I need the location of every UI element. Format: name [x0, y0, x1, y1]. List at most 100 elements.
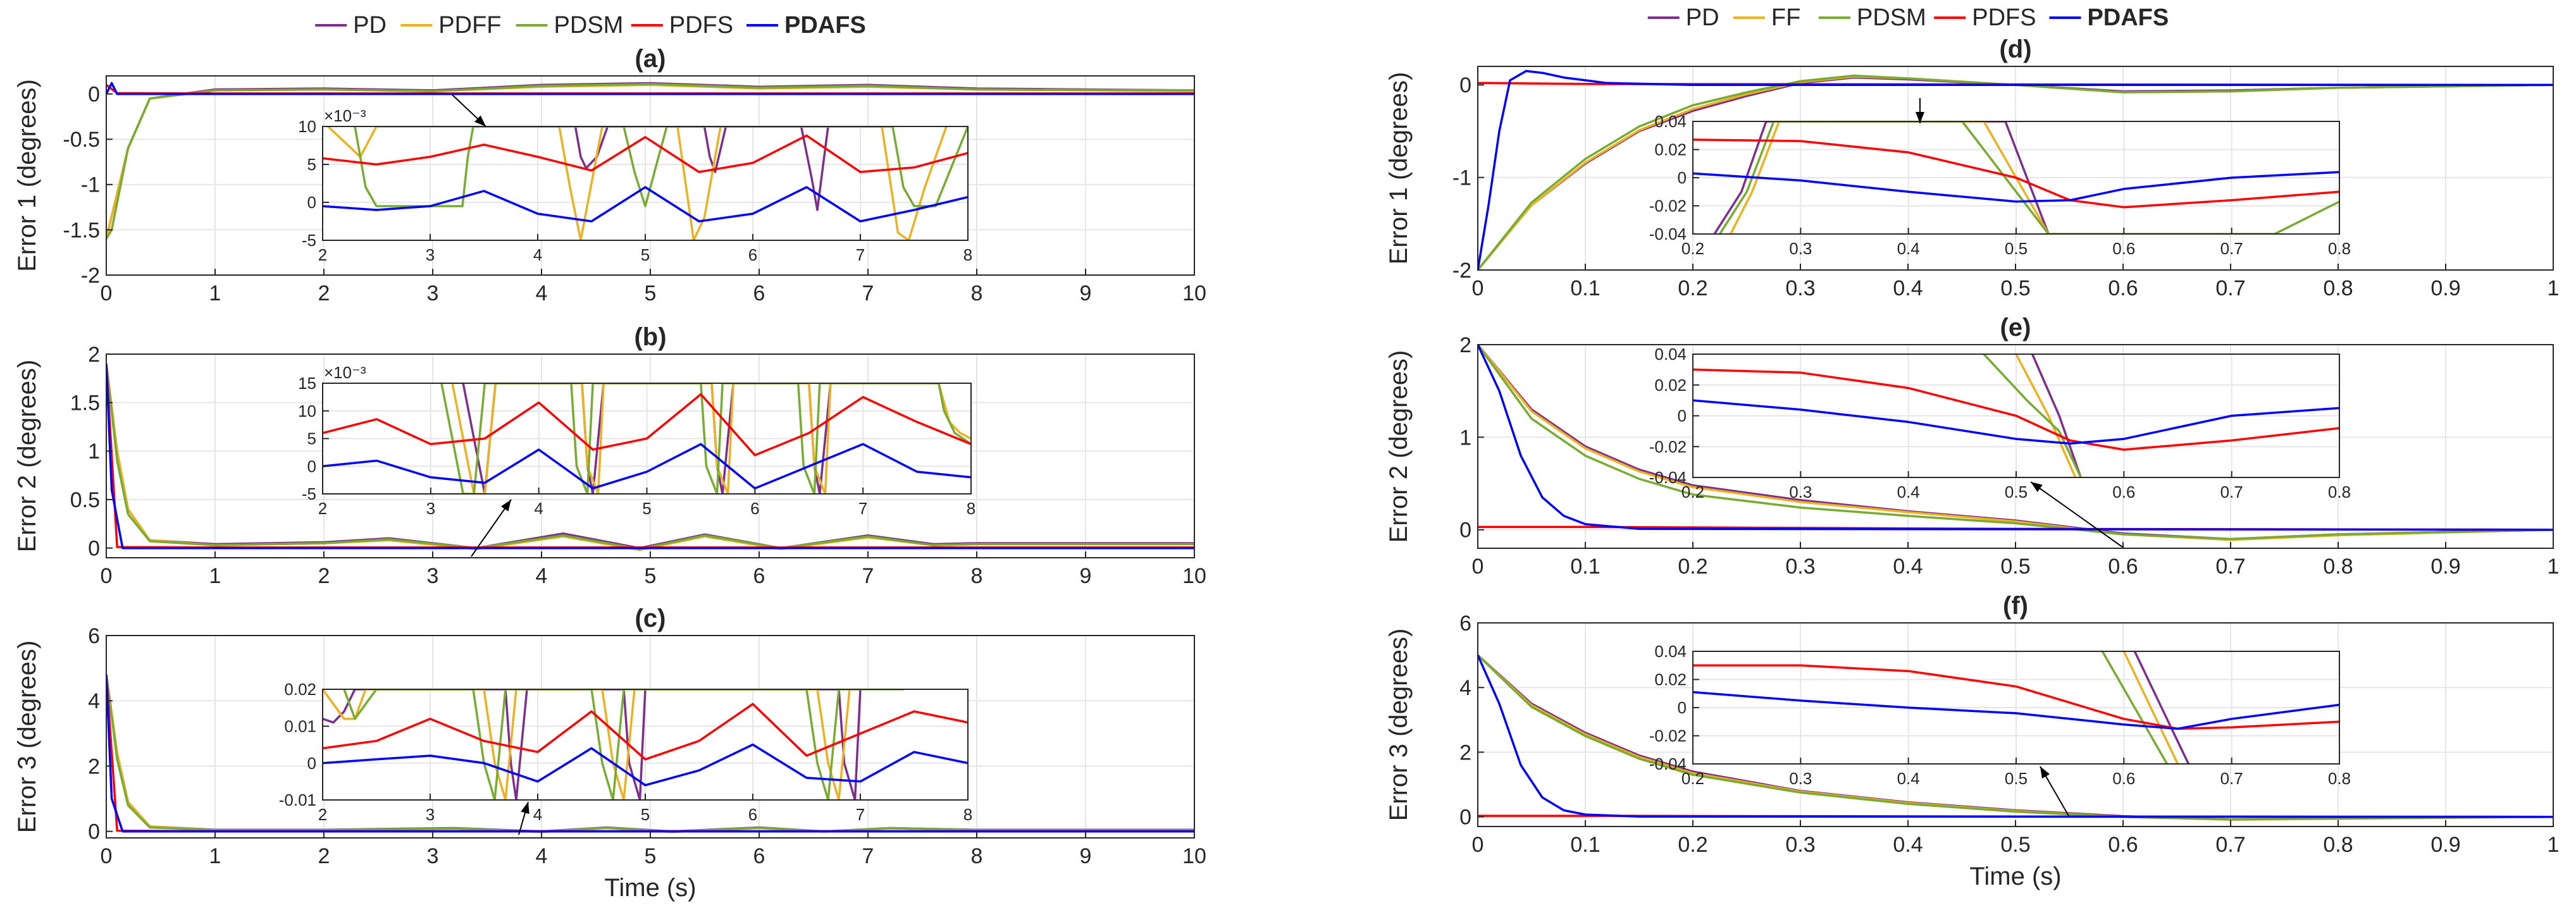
- y-tick-label: 0: [1459, 73, 1471, 97]
- x-tick-label: 0.3: [1785, 833, 1815, 857]
- y-tick-label: -0.02: [1649, 727, 1687, 746]
- x-tick-label: 8: [971, 281, 983, 305]
- y-tick-label: 1: [88, 439, 100, 464]
- series-line-pdfs: [323, 134, 968, 173]
- x-tick-label: 6: [753, 281, 765, 305]
- x-tick-label: 5: [645, 844, 657, 868]
- x-tick-label: 0.8: [2323, 833, 2353, 857]
- x-tick-label: 0.4: [1897, 769, 1920, 788]
- x-tick-label: 0.1: [1570, 276, 1600, 300]
- inset-d: 0.2 0.3 0.4 0.5 0.6 0.7 0.8 -0.04 -0.02 0 0.02 0.04: [1649, 112, 2351, 258]
- x-tick-label: 0.3: [1789, 239, 1812, 258]
- y-tick-label: 0: [88, 820, 100, 844]
- x-tick-label: 2: [318, 564, 330, 588]
- x-tick-label: 9: [1080, 281, 1092, 305]
- x-tick-label: 0.7: [2215, 276, 2245, 300]
- series-line-pdafs: [1478, 70, 2553, 270]
- x-tick-label: 0.2: [1678, 555, 1707, 579]
- x-tick-label: 0.3: [1785, 555, 1815, 579]
- y-tick-label: 0.04: [1654, 112, 1687, 131]
- panel-title: (c): [635, 605, 666, 632]
- series-line-pdafs: [323, 186, 968, 223]
- y-tick-label: 0: [1678, 168, 1687, 187]
- x-tick-label: 7: [856, 245, 865, 264]
- x-tick-label: 0.9: [2430, 276, 2460, 300]
- series-line-pdfs: [323, 703, 968, 761]
- x-tick-label: 0.2: [1678, 276, 1707, 300]
- x-tick-label: 3: [426, 245, 435, 264]
- panel-title: (b): [634, 323, 666, 351]
- chart-panel-d: 0 0.1 0.2 0.3 0.4 0.5 0.6 0.7 0.8 0.9 1 -2 -1 0 (d) Err…: [1385, 35, 2559, 300]
- y-axis-label: Error 2 (degrees): [1385, 350, 1413, 543]
- y-tick-label: 2: [88, 754, 100, 778]
- legend-label-pdsm: PDSM: [554, 12, 624, 39]
- x-tick-label: 4: [536, 564, 548, 588]
- y-tick-label: -0.04: [1649, 468, 1687, 487]
- x-tick-label: 1: [2548, 555, 2560, 579]
- x-tick-label: 3: [426, 805, 435, 824]
- y-tick-label: 0: [1678, 407, 1687, 426]
- y-tick-label: 5: [307, 429, 316, 448]
- zoom-arrow-head: [1916, 112, 1924, 123]
- x-tick-label: 0: [101, 564, 113, 588]
- y-axis-label: Error 3 (degrees): [1385, 629, 1413, 821]
- inset-b: 2 3 4 5 6 7 8 -5 0 5 10 15 ×10⁻³: [298, 363, 975, 518]
- inset-f: 0.2 0.3 0.4 0.5 0.6 0.7 0.8 -0.04 -0.02 0 0.02 0.04: [1649, 642, 2351, 788]
- legend-label-pdfs: PDFS: [669, 12, 733, 39]
- x-tick-label: 0.5: [2000, 555, 2030, 579]
- y-tick-label: -0.04: [1649, 224, 1687, 243]
- y-tick-label: 0.5: [70, 488, 100, 512]
- y-tick-label: 6: [1459, 612, 1471, 636]
- x-tick-label: 7: [862, 844, 874, 868]
- y-tick-label: 0: [1459, 519, 1471, 543]
- x-tick-label: 2: [318, 805, 327, 824]
- y-tick-label: 5: [307, 155, 316, 174]
- x-tick-label: 0.6: [2112, 483, 2135, 501]
- y-axis-label: Error 1 (degrees): [13, 79, 41, 272]
- y-tick-label: -0.01: [279, 790, 316, 809]
- series-line-pdsm: [106, 83, 1194, 240]
- y-tick-label: 10: [298, 402, 316, 421]
- inset-scale-label: ×10⁻³: [324, 363, 366, 382]
- y-tick-label: -0.02: [1649, 197, 1687, 216]
- y-tick-label: 10: [298, 117, 316, 136]
- series-line-pdafs: [1693, 691, 2339, 730]
- series-line-pdfs: [1693, 138, 2339, 209]
- x-tick-label: 0.5: [2005, 483, 2028, 501]
- x-tick-label: 6: [753, 564, 765, 588]
- y-tick-label: 0: [1459, 806, 1471, 830]
- x-tick-label: 0.3: [1785, 276, 1815, 300]
- series-line-pdff: [451, 383, 971, 494]
- inset-e: 0.2 0.3 0.4 0.5 0.6 0.7 0.8 -0.04 -0.02 0 0.02 0.04: [1649, 345, 2351, 501]
- legend-label-ff: FF: [1771, 4, 1800, 31]
- x-tick-label: 1: [209, 844, 221, 868]
- y-tick-label: -2: [1452, 259, 1471, 283]
- x-tick-label: 0.9: [2430, 833, 2460, 857]
- x-tick-label: 4: [536, 844, 548, 868]
- x-tick-label: 2: [318, 245, 327, 264]
- y-tick-label: -5: [302, 484, 316, 503]
- x-tick-label: 6: [748, 805, 757, 824]
- x-tick-label: 0.7: [2220, 239, 2243, 258]
- series-line-pdafs: [1478, 655, 2553, 818]
- y-tick-label: -1: [81, 173, 100, 197]
- x-tick-label: 0.6: [2112, 769, 2135, 788]
- y-tick-label: 0.02: [1654, 670, 1687, 689]
- x-tick-label: 0.5: [2000, 833, 2030, 857]
- x-tick-label: 0.2: [1681, 483, 1704, 501]
- zoom-arrow-head: [521, 802, 529, 814]
- y-axis-label: Error 2 (degrees): [13, 360, 41, 553]
- y-tick-label: -0.02: [1649, 437, 1687, 456]
- y-tick-label: 2: [88, 343, 100, 367]
- x-tick-label: 0.4: [1893, 276, 1923, 300]
- panel-title: (e): [2000, 314, 2031, 341]
- x-tick-label: 5: [641, 245, 650, 264]
- y-tick-label: 0.04: [1654, 642, 1687, 661]
- x-tick-label: 7: [862, 564, 874, 588]
- series-line-pd: [1713, 121, 2050, 234]
- series-line-pdsm: [1478, 654, 2553, 821]
- series-line-ff: [1730, 121, 2050, 234]
- x-tick-label: 4: [533, 245, 542, 264]
- series-line-pd: [2133, 651, 2190, 764]
- x-tick-label: 0.3: [1789, 769, 1812, 788]
